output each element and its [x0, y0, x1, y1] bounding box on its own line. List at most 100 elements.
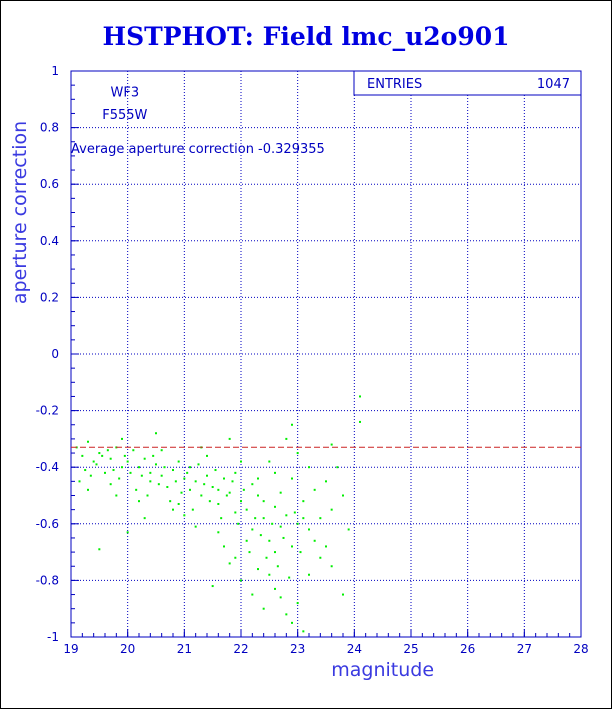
data-point — [285, 613, 288, 616]
data-point — [123, 454, 126, 457]
data-point — [279, 596, 282, 599]
data-point — [186, 471, 189, 474]
data-point — [98, 452, 101, 455]
data-point — [248, 551, 251, 554]
data-point — [143, 457, 146, 460]
y-tick-label: -1 — [47, 630, 59, 644]
data-point — [115, 494, 118, 497]
data-point — [276, 565, 279, 568]
data-point — [160, 449, 163, 452]
data-point — [302, 500, 305, 503]
data-point — [138, 466, 140, 469]
data-point — [242, 488, 245, 491]
data-point — [274, 471, 276, 474]
data-point — [285, 437, 288, 440]
chart-title: HSTPHOT: Field lmc_u2o901 — [102, 22, 510, 51]
data-point — [262, 607, 265, 610]
data-point — [138, 500, 140, 503]
y-tick-label: 0.6 — [40, 177, 59, 191]
data-point — [160, 474, 163, 477]
data-point — [291, 423, 293, 426]
data-point — [347, 528, 350, 531]
data-point — [78, 480, 81, 483]
data-point — [172, 508, 174, 511]
data-point — [189, 466, 191, 469]
data-point — [155, 432, 157, 435]
stats-box — [353, 70, 582, 96]
data-point — [84, 469, 87, 472]
data-point — [183, 477, 186, 480]
data-point — [308, 466, 310, 469]
x-tick-label: 28 — [573, 642, 588, 656]
data-point — [330, 508, 333, 511]
data-point — [313, 539, 316, 542]
data-point — [257, 568, 259, 571]
data-point — [234, 471, 237, 474]
y-axis-ticks: 1 0.8 0.6 0.4 0.2 0 -0.2 -0.4 -0.6 -0.8 -1 — [36, 64, 79, 644]
data-point — [237, 522, 240, 525]
data-point — [191, 508, 194, 511]
data-point — [302, 630, 305, 633]
data-point — [140, 474, 143, 477]
data-point — [308, 573, 310, 576]
data-point — [217, 531, 220, 534]
data-point — [342, 494, 344, 497]
y-tick-label: -0.8 — [36, 573, 59, 587]
data-point — [254, 517, 257, 520]
data-point — [313, 488, 316, 491]
data-point — [208, 500, 211, 503]
data-point — [296, 602, 299, 605]
data-point — [240, 500, 242, 503]
y-tick-label: -0.6 — [36, 517, 59, 531]
data-point — [214, 469, 217, 472]
data-point — [109, 483, 112, 486]
y-tick-label: 1 — [51, 64, 59, 78]
data-point — [228, 562, 231, 565]
data-point — [291, 477, 293, 480]
data-point — [146, 494, 149, 497]
data-point — [206, 474, 208, 477]
data-point — [211, 486, 214, 489]
data-point — [274, 551, 276, 554]
data-point — [129, 471, 132, 474]
data-point — [87, 440, 89, 443]
data-point — [359, 420, 361, 423]
y-axis-label: aperture correction — [9, 121, 31, 304]
data-point — [152, 454, 155, 457]
data-point — [177, 502, 180, 505]
data-point — [92, 460, 95, 463]
data-point — [172, 469, 174, 472]
data-point — [279, 525, 282, 528]
data-point — [169, 500, 172, 503]
data-point — [274, 505, 276, 508]
data-point — [132, 449, 135, 452]
data-points — [75, 395, 361, 633]
data-point — [200, 494, 203, 497]
data-point — [279, 491, 282, 494]
data-point — [342, 593, 344, 596]
data-point — [217, 488, 220, 491]
data-point — [223, 545, 225, 548]
data-point — [325, 545, 327, 548]
data-point — [336, 466, 339, 469]
data-point — [157, 483, 160, 486]
data-point — [325, 480, 327, 483]
data-point — [163, 466, 166, 469]
data-point — [319, 517, 322, 520]
data-point — [121, 437, 123, 440]
data-point — [98, 548, 101, 551]
x-axis-ticks: 19 20 21 22 23 24 25 26 27 28 — [63, 629, 589, 656]
data-point — [189, 488, 191, 491]
data-point — [240, 579, 242, 582]
x-tick-label: 25 — [403, 642, 418, 656]
data-point — [231, 480, 234, 483]
data-point — [330, 565, 333, 568]
data-point — [268, 573, 271, 576]
camera-label: WF3 — [111, 85, 140, 100]
data-point — [217, 502, 220, 505]
data-point — [104, 471, 106, 474]
data-point — [299, 551, 302, 554]
x-tick-label: 21 — [177, 642, 192, 656]
data-point — [240, 460, 242, 463]
data-point — [81, 454, 84, 457]
